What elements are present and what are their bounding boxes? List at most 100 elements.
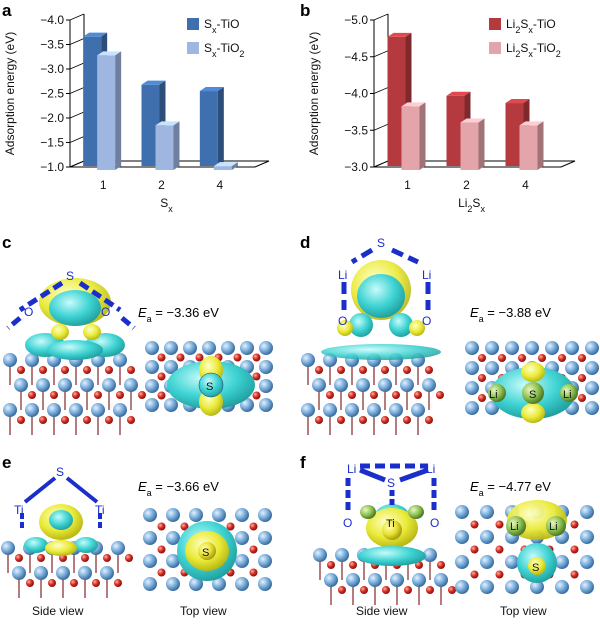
- o-atom-d-side: [337, 416, 345, 424]
- ti-atom-c-side: [3, 403, 17, 417]
- view-label-e-top: Top view: [180, 604, 227, 618]
- ti-atom-c-side: [69, 403, 83, 417]
- o-atom-d-side: [370, 391, 378, 399]
- o-atom-e-side: [92, 579, 100, 587]
- o-atom-d-side: [359, 366, 367, 374]
- y-axis-label-b: Adsorption energy (eV): [307, 32, 321, 155]
- ti-atom-c-side: [91, 403, 105, 417]
- o-atom-d-top: [578, 374, 586, 382]
- atom-label-f-ti: Ti: [386, 518, 395, 530]
- ti-atom-f-top: [555, 555, 569, 569]
- panel-letter-d: d: [300, 233, 310, 252]
- o-atom-e-top: [249, 522, 258, 531]
- x-tick-label-b: 4: [522, 178, 529, 192]
- o-atom-e-side: [114, 579, 122, 587]
- ti-atom-d-side: [334, 378, 348, 392]
- atom-label-f-li1: Li: [347, 462, 356, 476]
- o-atom-d-top: [538, 354, 546, 362]
- y-tick-label-a: −4.0: [40, 13, 64, 27]
- bond-lines-c: [6, 280, 136, 330]
- atom-label-d-s: S: [377, 236, 385, 250]
- o-atom-d-top: [478, 394, 486, 402]
- x-tick-label-b: 2: [463, 178, 470, 192]
- o-atom-c-side: [17, 416, 25, 424]
- o-atom-d-top: [498, 354, 506, 362]
- ti-atom-e-top: [258, 554, 272, 568]
- ti-atom-e-top: [166, 554, 180, 568]
- x-tick-label-b: 1: [404, 178, 411, 192]
- ea-label-f: Ea = −4.77 eV: [470, 479, 551, 498]
- ti-atom-d-top: [465, 401, 479, 415]
- ti-atom-c-top: [183, 341, 197, 355]
- o-atom-f-side: [437, 561, 445, 569]
- o-atom-c-side: [61, 366, 69, 374]
- isosurface-e-top: [177, 521, 237, 581]
- ti-atom-c-top: [145, 379, 159, 393]
- ti-atom-e-top: [166, 508, 180, 522]
- o-atom-c-top: [176, 353, 185, 362]
- atom-label-d-o1: O: [338, 314, 347, 328]
- panel-letter-b: b: [300, 1, 310, 20]
- ti-atom-d-top: [465, 381, 479, 395]
- ti-atom-c-side: [47, 403, 61, 417]
- o-atom-c-side: [39, 416, 47, 424]
- ti-atom-f-side: [412, 573, 426, 587]
- legend-swatch-a-1: [187, 42, 199, 54]
- isosurface-d-side: [321, 260, 441, 360]
- o-atom-c-side: [105, 366, 113, 374]
- o-atom-c-side: [72, 391, 80, 399]
- o-atom-c-top: [252, 353, 261, 362]
- ti-atom-d-side: [301, 353, 315, 367]
- atom-label-d-li1: Li: [338, 268, 347, 282]
- o-atom-d-side: [414, 391, 422, 399]
- o-atom-e-side: [81, 554, 89, 562]
- o-atom-c-side: [39, 366, 47, 374]
- o-atom-c-side: [28, 391, 36, 399]
- o-atom-d-top: [558, 354, 566, 362]
- o-atom-e-side: [37, 554, 45, 562]
- ti-atom-f-top: [455, 530, 469, 544]
- ti-atom-d-top: [565, 361, 579, 375]
- ti-atom-c-top: [221, 341, 235, 355]
- ti-atom-c-top: [259, 341, 273, 355]
- ti-atom-c-side: [124, 378, 138, 392]
- legend-label-b-0: Li2Sx-TiO: [506, 17, 556, 35]
- ti-atom-f-top: [580, 580, 594, 594]
- ti-atom-d-top: [585, 381, 599, 395]
- ti-atom-d-side: [356, 378, 370, 392]
- ti-atom-f-top: [480, 530, 494, 544]
- o-atom-c-top: [157, 391, 166, 400]
- isosurface-c-side: [25, 278, 125, 360]
- ti-atom-d-top: [485, 341, 499, 355]
- ti-atom-c-top: [164, 398, 178, 412]
- y-tick-label-a: −1.0: [40, 160, 64, 174]
- o-atom-d-top: [578, 394, 586, 402]
- ti-atom-e-top: [212, 508, 226, 522]
- ti-atom-c-top: [259, 360, 273, 374]
- o-atom-e-side: [103, 554, 111, 562]
- o-atom-f-side: [448, 586, 456, 594]
- isosurface-c-top: [167, 356, 255, 416]
- ti-atom-e-top: [235, 531, 249, 545]
- bar-b-s1-c2: [519, 121, 544, 170]
- o-atom-d-side: [381, 416, 389, 424]
- o-atom-f-side: [360, 586, 368, 594]
- o-atom-e-top: [226, 522, 235, 531]
- y-axis-label-a: Adsorption energy (eV): [3, 32, 17, 155]
- atom-label-d-o2: O: [422, 314, 431, 328]
- o-atom-f-top: [570, 545, 579, 554]
- ti-atom-c-side: [25, 403, 39, 417]
- o-atom-f-top: [495, 570, 504, 579]
- ti-atom-f-top: [580, 530, 594, 544]
- ti-atom-d-top: [465, 341, 479, 355]
- legend-label-b-1: Li2Sx-TiO2: [506, 41, 561, 59]
- ea-label-d: Ea = −3.88 eV: [470, 305, 551, 324]
- ti-atom-c-top: [164, 341, 178, 355]
- ti-atom-f-top: [580, 555, 594, 569]
- o-atom-e-side: [70, 579, 78, 587]
- legend-label-a-0: Sx-TiO: [204, 17, 239, 35]
- o-atom-f-side: [382, 586, 390, 594]
- atom-label-f-li2: Li: [426, 462, 435, 476]
- ti-atom-c-side: [80, 378, 94, 392]
- ti-atom-d-side: [400, 378, 414, 392]
